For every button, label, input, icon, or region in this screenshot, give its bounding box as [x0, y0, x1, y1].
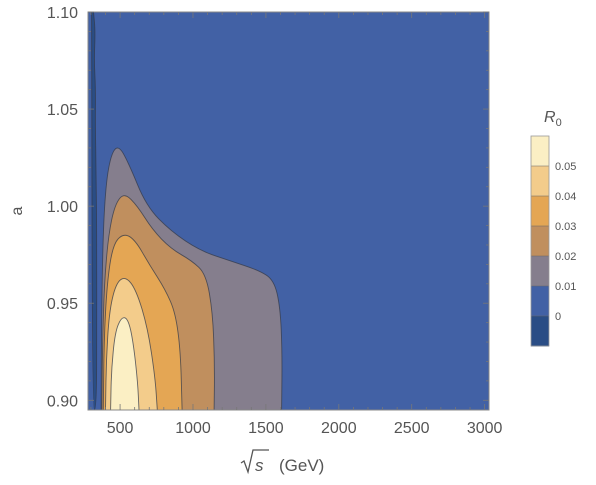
x-tick-label: 2000 [321, 420, 357, 437]
x-tick-label: 1000 [175, 420, 211, 437]
y-axis-label: a [9, 206, 26, 215]
colorbar-level-label: 0.02 [555, 251, 576, 263]
colorbar-level-label: 0.01 [555, 281, 576, 293]
y-tick-label: 1.00 [47, 199, 78, 216]
colorbar-swatch [531, 226, 549, 257]
colorbar-legend: R0 0.05 0.04 0.03 0.02 0.01 0 [530, 109, 576, 347]
legend-title-subscript: 0 [556, 117, 562, 129]
colorbar-level-label: 0.05 [555, 161, 576, 173]
colorbar [531, 136, 549, 347]
contour-region-0.05 [110, 317, 140, 410]
y-tick-label: 0.90 [47, 393, 78, 410]
x-axis-symbol: s [255, 456, 264, 475]
colorbar-labels: 0.05 0.04 0.03 0.02 0.01 0 [555, 161, 576, 323]
x-tick-label: 500 [107, 420, 134, 437]
colorbar-swatch [531, 196, 549, 227]
x-axis-label: s (GeV) [240, 449, 324, 475]
x-tick-label: 2500 [394, 420, 430, 437]
contour-regions [91, 12, 283, 410]
colorbar-swatch [531, 316, 549, 347]
colorbar-swatch [531, 286, 549, 317]
x-axis-unit: (GeV) [279, 456, 324, 475]
sqrt-symbol [240, 449, 269, 475]
y-tick-label: 1.05 [47, 102, 78, 119]
y-tick-label: 1.10 [47, 5, 78, 22]
colorbar-swatch [531, 166, 549, 197]
colorbar-level-label: 0.03 [555, 221, 576, 233]
legend-title: R0 [544, 109, 562, 129]
colorbar-swatch [531, 256, 549, 287]
x-tick-label: 3000 [467, 420, 503, 437]
plot-frame [87, 11, 490, 411]
colorbar-swatch [531, 136, 549, 167]
y-tick-label: 0.95 [47, 296, 78, 313]
x-axis-ticks: 500 1000 1500 2000 2500 3000 [90, 12, 503, 437]
colorbar-frame [530, 135, 550, 347]
colorbar-level-label: 0 [555, 311, 561, 323]
y-axis-ticks: 0.90 0.95 1.00 1.05 1.10 [47, 5, 489, 410]
colorbar-level-label: 0.04 [555, 191, 576, 203]
x-tick-label: 1500 [248, 420, 284, 437]
